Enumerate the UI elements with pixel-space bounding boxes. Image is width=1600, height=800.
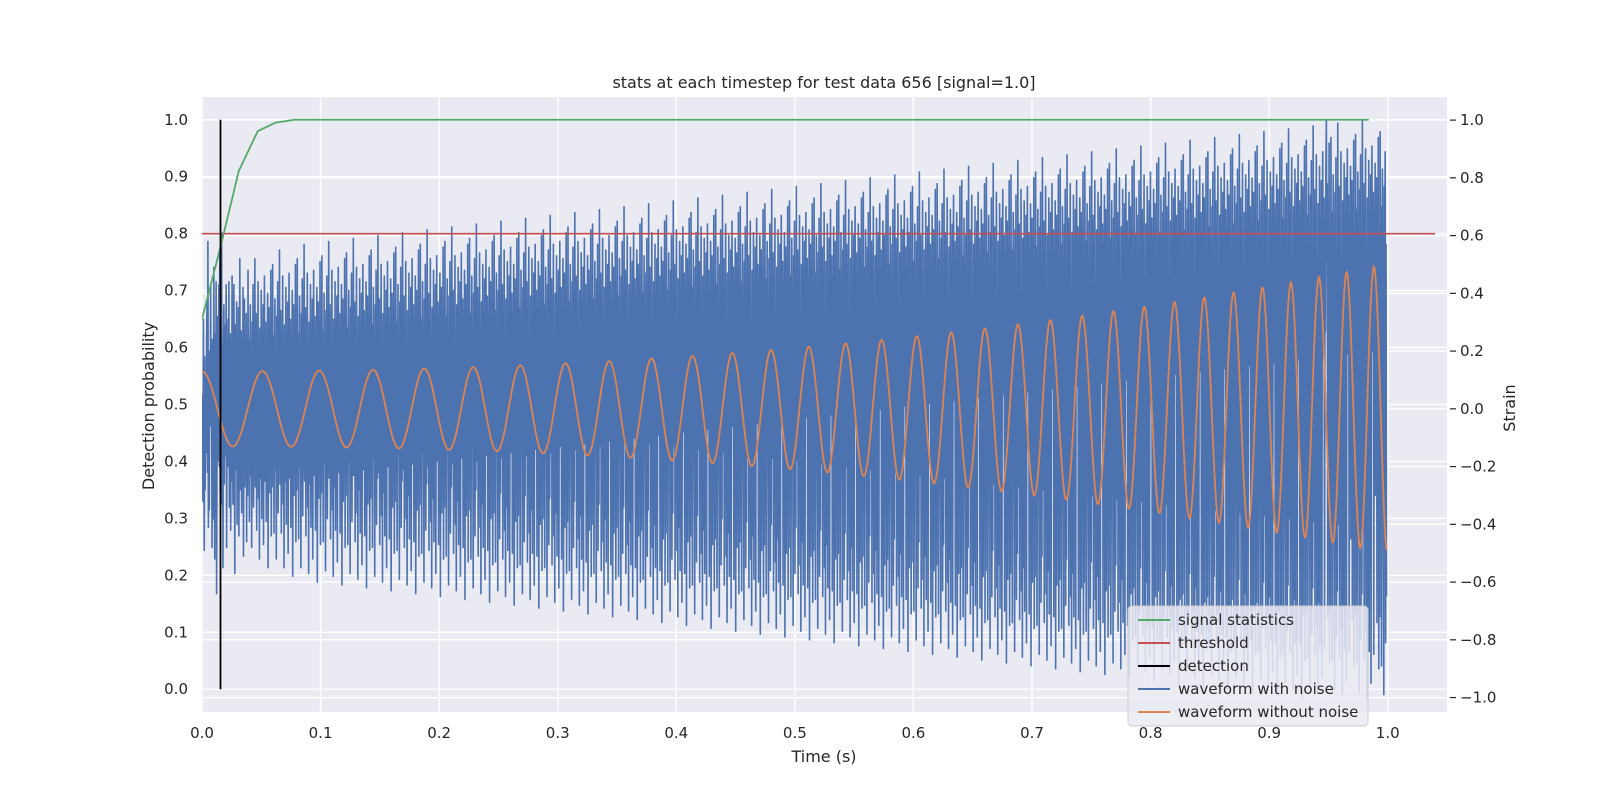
x-tick-label: 0.1	[309, 724, 333, 742]
y2-tick-label: 0.4	[1460, 284, 1484, 302]
y-tick-label: 0.8	[164, 225, 188, 243]
legend-label-waveform-without-noise: waveform without noise	[1178, 703, 1358, 721]
y2-tick-label: 0.6	[1460, 227, 1484, 245]
y-tick-label: 0.0	[164, 680, 188, 698]
y2-tick-label: 0.0	[1460, 400, 1484, 418]
x-tick-label: 0.6	[901, 724, 925, 742]
x-tick-label: 0.4	[664, 724, 688, 742]
chart-title: stats at each timestep for test data 656…	[612, 73, 1035, 92]
legend: signal statistics threshold detection wavef…	[1127, 605, 1369, 727]
y-tick-label: 0.6	[164, 339, 188, 357]
y2-tick-label: 0.8	[1460, 169, 1484, 187]
y-tick-label: 0.7	[164, 282, 188, 300]
series-layer	[202, 118, 1436, 699]
y2-tick-label: 0.2	[1460, 342, 1484, 360]
y-tick-label: 0.1	[164, 623, 188, 641]
x-tick-label: 0.0	[190, 724, 214, 742]
y-tick-label: 0.3	[164, 509, 188, 527]
x-tick-label: 0.9	[1257, 724, 1281, 742]
y-tick-label: 0.9	[164, 168, 188, 186]
x-tick-label: 0.7	[1020, 724, 1044, 742]
legend-label-detection: detection	[1178, 657, 1249, 675]
legend-label-signal-statistics: signal statistics	[1178, 611, 1294, 629]
legend-label-threshold: threshold	[1178, 634, 1249, 652]
y2-axis-ticks: −1.0 −0.8 −0.6 −0.4 −0.2 0.0 0.2 0.4 0.6 0.8 1.0	[1450, 111, 1496, 707]
y2-tick-label: 1.0	[1460, 111, 1484, 129]
y-axis-label: Detection probability	[139, 322, 158, 490]
x-tick-label: 0.2	[427, 724, 451, 742]
y2-tick-label: −0.2	[1460, 458, 1496, 476]
x-tick-label: 0.8	[1139, 724, 1163, 742]
y2-tick-label: −0.6	[1460, 573, 1496, 591]
y-tick-label: 1.0	[164, 111, 188, 129]
y-tick-label: 0.2	[164, 566, 188, 584]
x-tick-label: 1.0	[1376, 724, 1400, 742]
legend-label-waveform-with-noise: waveform with noise	[1178, 680, 1334, 698]
y2-tick-label: −0.8	[1460, 631, 1496, 649]
y-tick-label: 0.4	[164, 452, 188, 470]
y-tick-label: 0.5	[164, 396, 188, 414]
series-waveform-without-noise	[202, 263, 1388, 551]
series-signal-statistics	[202, 118, 1369, 320]
y2-tick-label: −0.4	[1460, 515, 1496, 533]
y2-axis-label: Strain	[1500, 384, 1519, 431]
x-tick-label: 0.5	[783, 724, 807, 742]
y2-tick-label: −1.0	[1460, 689, 1496, 707]
x-axis-ticks: 0.0 0.1 0.2 0.3 0.4 0.5 0.6 0.7 0.8 0.9 1.0	[190, 724, 1400, 742]
series-waveform-with-noise	[202, 119, 1388, 699]
legend-box	[1127, 605, 1369, 727]
x-axis-label: Time (s)	[790, 747, 856, 766]
x-tick-label: 0.3	[546, 724, 570, 742]
y-axis-ticks: 0.0 0.1 0.2 0.3 0.4 0.5 0.6 0.7 0.8 0.9 1.0	[164, 111, 188, 698]
